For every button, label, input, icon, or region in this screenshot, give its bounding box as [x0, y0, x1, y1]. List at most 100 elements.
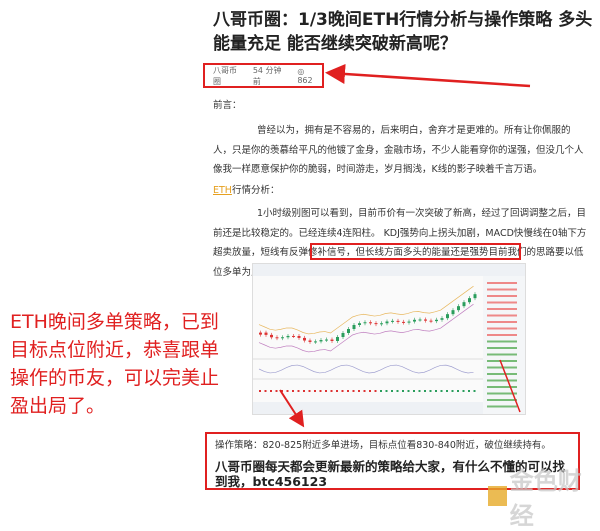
article-meta: 八哥币圈 54 分钟前 ◎ 862 [203, 63, 324, 88]
macd-bar [435, 390, 437, 392]
orderbook-row [487, 282, 517, 284]
candle [457, 306, 460, 311]
macd-bar [385, 390, 388, 392]
candle [259, 332, 262, 335]
candle [264, 332, 268, 335]
orderbook-row [487, 373, 517, 375]
orderbook-row [487, 301, 517, 304]
macd-bar [275, 390, 278, 392]
orderbook-row [487, 392, 517, 395]
candle [413, 319, 416, 322]
macd-bar [286, 390, 289, 392]
candle [429, 320, 433, 322]
orderbook-row [487, 334, 517, 336]
orderbook-row [487, 379, 517, 382]
macd-bar [358, 390, 360, 392]
candle [407, 321, 411, 323]
candle [297, 335, 301, 338]
orderbook-row [487, 340, 517, 343]
candle [319, 340, 323, 342]
candle [391, 320, 394, 322]
candle [402, 321, 405, 323]
candlestick-image [253, 264, 525, 414]
strategy-text: 操作策略：820-825附近多单进场，目标点位看830-840附近，破位继续持有… [215, 440, 551, 451]
candle [380, 323, 383, 325]
macd-bar [369, 390, 371, 392]
analysis-text: 1小时级别图可以看到，目前币价有一次突破了新高，经过了回调调整之后，目前还是比较… [213, 208, 587, 258]
orderbook-row [487, 327, 517, 330]
candle [303, 337, 306, 341]
candle [424, 319, 427, 321]
candle [270, 334, 273, 338]
candle [374, 323, 378, 325]
arrow-to-price [499, 359, 521, 413]
candle [352, 324, 356, 329]
bollinger-lower [258, 303, 474, 353]
candle [308, 340, 312, 342]
views-value: 862 [297, 75, 313, 85]
macd-bar [330, 390, 333, 392]
macd-bar [468, 390, 470, 392]
orderbook-row [487, 399, 517, 401]
eye-icon: ◎ [297, 66, 305, 76]
candle [462, 302, 466, 307]
arrow-to-meta [325, 63, 531, 88]
orderbook-row [487, 405, 517, 408]
macd-bar [429, 390, 432, 392]
candle [385, 321, 389, 324]
macd-bar [341, 390, 344, 392]
candle [325, 339, 328, 341]
macd-bar [352, 390, 355, 392]
candle [451, 310, 455, 315]
macd-bar [473, 390, 476, 392]
macd-bar [363, 390, 366, 392]
candle [369, 322, 372, 324]
macd-bar [391, 390, 393, 392]
candle [473, 294, 477, 299]
macd-bar [402, 390, 404, 392]
candle [435, 319, 438, 322]
strategy-box: 操作策略：820-825附近多单进场，目标点位看830-840附近，破位继续持有… [205, 432, 580, 490]
view-count: ◎ 862 [297, 67, 322, 85]
kdj-line [258, 364, 474, 374]
macd-bar [462, 390, 465, 392]
arrow-to-strategy [279, 389, 305, 428]
cta-text: 八哥币圈每天都会更新最新的策略给大家，有什么不懂的可以找到我，btc456123 [215, 459, 566, 489]
macd-bar [380, 390, 382, 392]
macd-bar [451, 390, 454, 392]
orderbook-row [487, 314, 517, 317]
eth-link[interactable]: ETH [213, 185, 232, 196]
annotation-arrows [279, 63, 531, 428]
macd-bar [281, 390, 283, 392]
macd-bar [457, 390, 459, 392]
orderbook-row [487, 288, 517, 291]
orderbook-row [487, 360, 517, 362]
macd-bar [347, 390, 349, 392]
macd-bar [336, 390, 338, 392]
eth-chart-screenshot [252, 263, 526, 415]
orderbook-row [487, 386, 517, 388]
orderbook-row [487, 353, 517, 356]
macd-bar [270, 390, 272, 392]
macd-bar [374, 390, 377, 392]
macd-bar [413, 390, 415, 392]
macd-bar [259, 390, 261, 392]
macd-bar [325, 390, 327, 392]
analysis-heading: ETH行情分析： [213, 181, 279, 201]
macd-bar [424, 390, 426, 392]
orderbook-row [487, 366, 517, 369]
macd-bar [297, 390, 300, 392]
author-link[interactable]: 八哥币圈 [213, 65, 237, 86]
candle [396, 320, 400, 322]
candle [330, 339, 334, 341]
analysis-label: 行情分析： [231, 185, 280, 196]
macd-bar [308, 390, 311, 392]
macd-bar [440, 390, 443, 392]
macd-bar [407, 390, 410, 392]
orderbook-panel [483, 276, 525, 414]
analysis-highlight: ，但长线方面多头的能量还是强势目前我们的思路要以低位多单为主。 [213, 247, 584, 278]
candle [358, 323, 361, 325]
intro-label: 前言： [213, 100, 242, 111]
candle [275, 337, 279, 339]
macd-bar [418, 390, 421, 392]
